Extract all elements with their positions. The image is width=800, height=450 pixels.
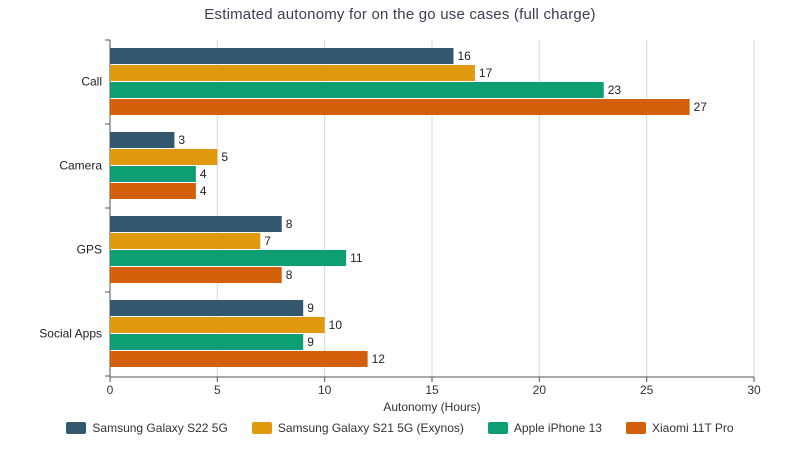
data-label: 12: [372, 352, 386, 366]
bar: [110, 334, 304, 350]
bar: [110, 166, 196, 182]
y-category-label: Camera: [59, 159, 102, 173]
data-label: 27: [694, 100, 708, 114]
data-label: 11: [350, 251, 363, 265]
data-label: 10: [329, 318, 343, 332]
bar: [110, 132, 175, 148]
x-tick-label: 0: [107, 383, 114, 397]
data-label: 23: [608, 83, 622, 97]
bar: [110, 250, 347, 266]
bar: [110, 267, 282, 283]
bar: [110, 65, 475, 81]
data-label: 3: [178, 133, 185, 147]
bar: [110, 82, 604, 98]
x-tick-label: 5: [214, 383, 221, 397]
legend-item[interactable]: Apple iPhone 13: [487, 421, 602, 435]
legend-swatch: [625, 422, 646, 434]
data-label: 8: [286, 217, 293, 231]
bar: [110, 48, 454, 64]
data-label: 7: [264, 234, 271, 248]
bar: [110, 183, 196, 199]
legend-swatch: [487, 422, 508, 434]
y-category-label: Social Apps: [39, 327, 102, 341]
bar: [110, 149, 218, 165]
x-tick-label: 10: [318, 383, 332, 397]
data-label: 9: [307, 335, 314, 349]
bar: [110, 233, 261, 249]
legend-swatch: [251, 422, 272, 434]
data-label: 9: [307, 301, 314, 315]
legend-label: Apple iPhone 13: [513, 421, 602, 435]
data-label: 16: [457, 49, 471, 63]
data-label: 4: [200, 184, 207, 198]
legend-label: Samsung Galaxy S22 5G: [92, 421, 228, 435]
data-label: 4: [200, 167, 207, 181]
x-tick-label: 25: [640, 383, 654, 397]
y-category-label: Call: [81, 75, 102, 89]
data-label: 8: [286, 268, 293, 282]
y-category-label: GPS: [77, 243, 102, 257]
x-tick-label: 15: [425, 383, 439, 397]
x-tick-label: 20: [533, 383, 547, 397]
data-label: 17: [479, 66, 493, 80]
legend-item[interactable]: Samsung Galaxy S22 5G: [66, 421, 228, 435]
chart-title: Estimated autonomy for on the go use cas…: [204, 6, 596, 23]
bar: [110, 317, 325, 333]
legend-swatch: [66, 422, 87, 434]
bar: [110, 99, 690, 115]
legend-item[interactable]: Xiaomi 11T Pro: [625, 421, 734, 435]
bar: [110, 351, 368, 367]
data-label: 5: [221, 150, 228, 164]
x-axis-label: Autonomy (Hours): [383, 400, 480, 414]
legend-label: Xiaomi 11T Pro: [651, 421, 734, 435]
x-tick-label: 30: [747, 383, 761, 397]
legend: Samsung Galaxy S22 5G Samsung Galaxy S21 …: [0, 421, 800, 435]
legend-label: Samsung Galaxy S21 5G (Exynos): [277, 421, 464, 435]
bar: [110, 300, 304, 316]
legend-item[interactable]: Samsung Galaxy S21 5G (Exynos): [251, 421, 464, 435]
bar: [110, 216, 282, 232]
